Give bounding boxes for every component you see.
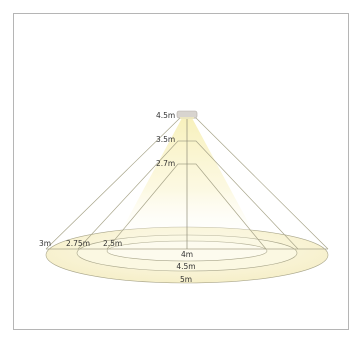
diameter-label-4-5m: 4.5m <box>176 262 195 271</box>
ceiling-light-fixture-icon <box>176 110 198 119</box>
diameter-label-4m: 4m <box>181 250 193 259</box>
height-label-2-7m: 2.7m <box>156 159 175 168</box>
width-label-3m: 3m <box>39 239 51 248</box>
height-label-4-5m: 4.5m <box>156 111 175 120</box>
width-label-2-75m: 2.75m <box>66 239 90 248</box>
width-label-2-5m: 2.5m <box>103 239 122 248</box>
diameter-label-5m: 5m <box>180 275 192 284</box>
height-label-3-5m: 3.5m <box>156 135 175 144</box>
